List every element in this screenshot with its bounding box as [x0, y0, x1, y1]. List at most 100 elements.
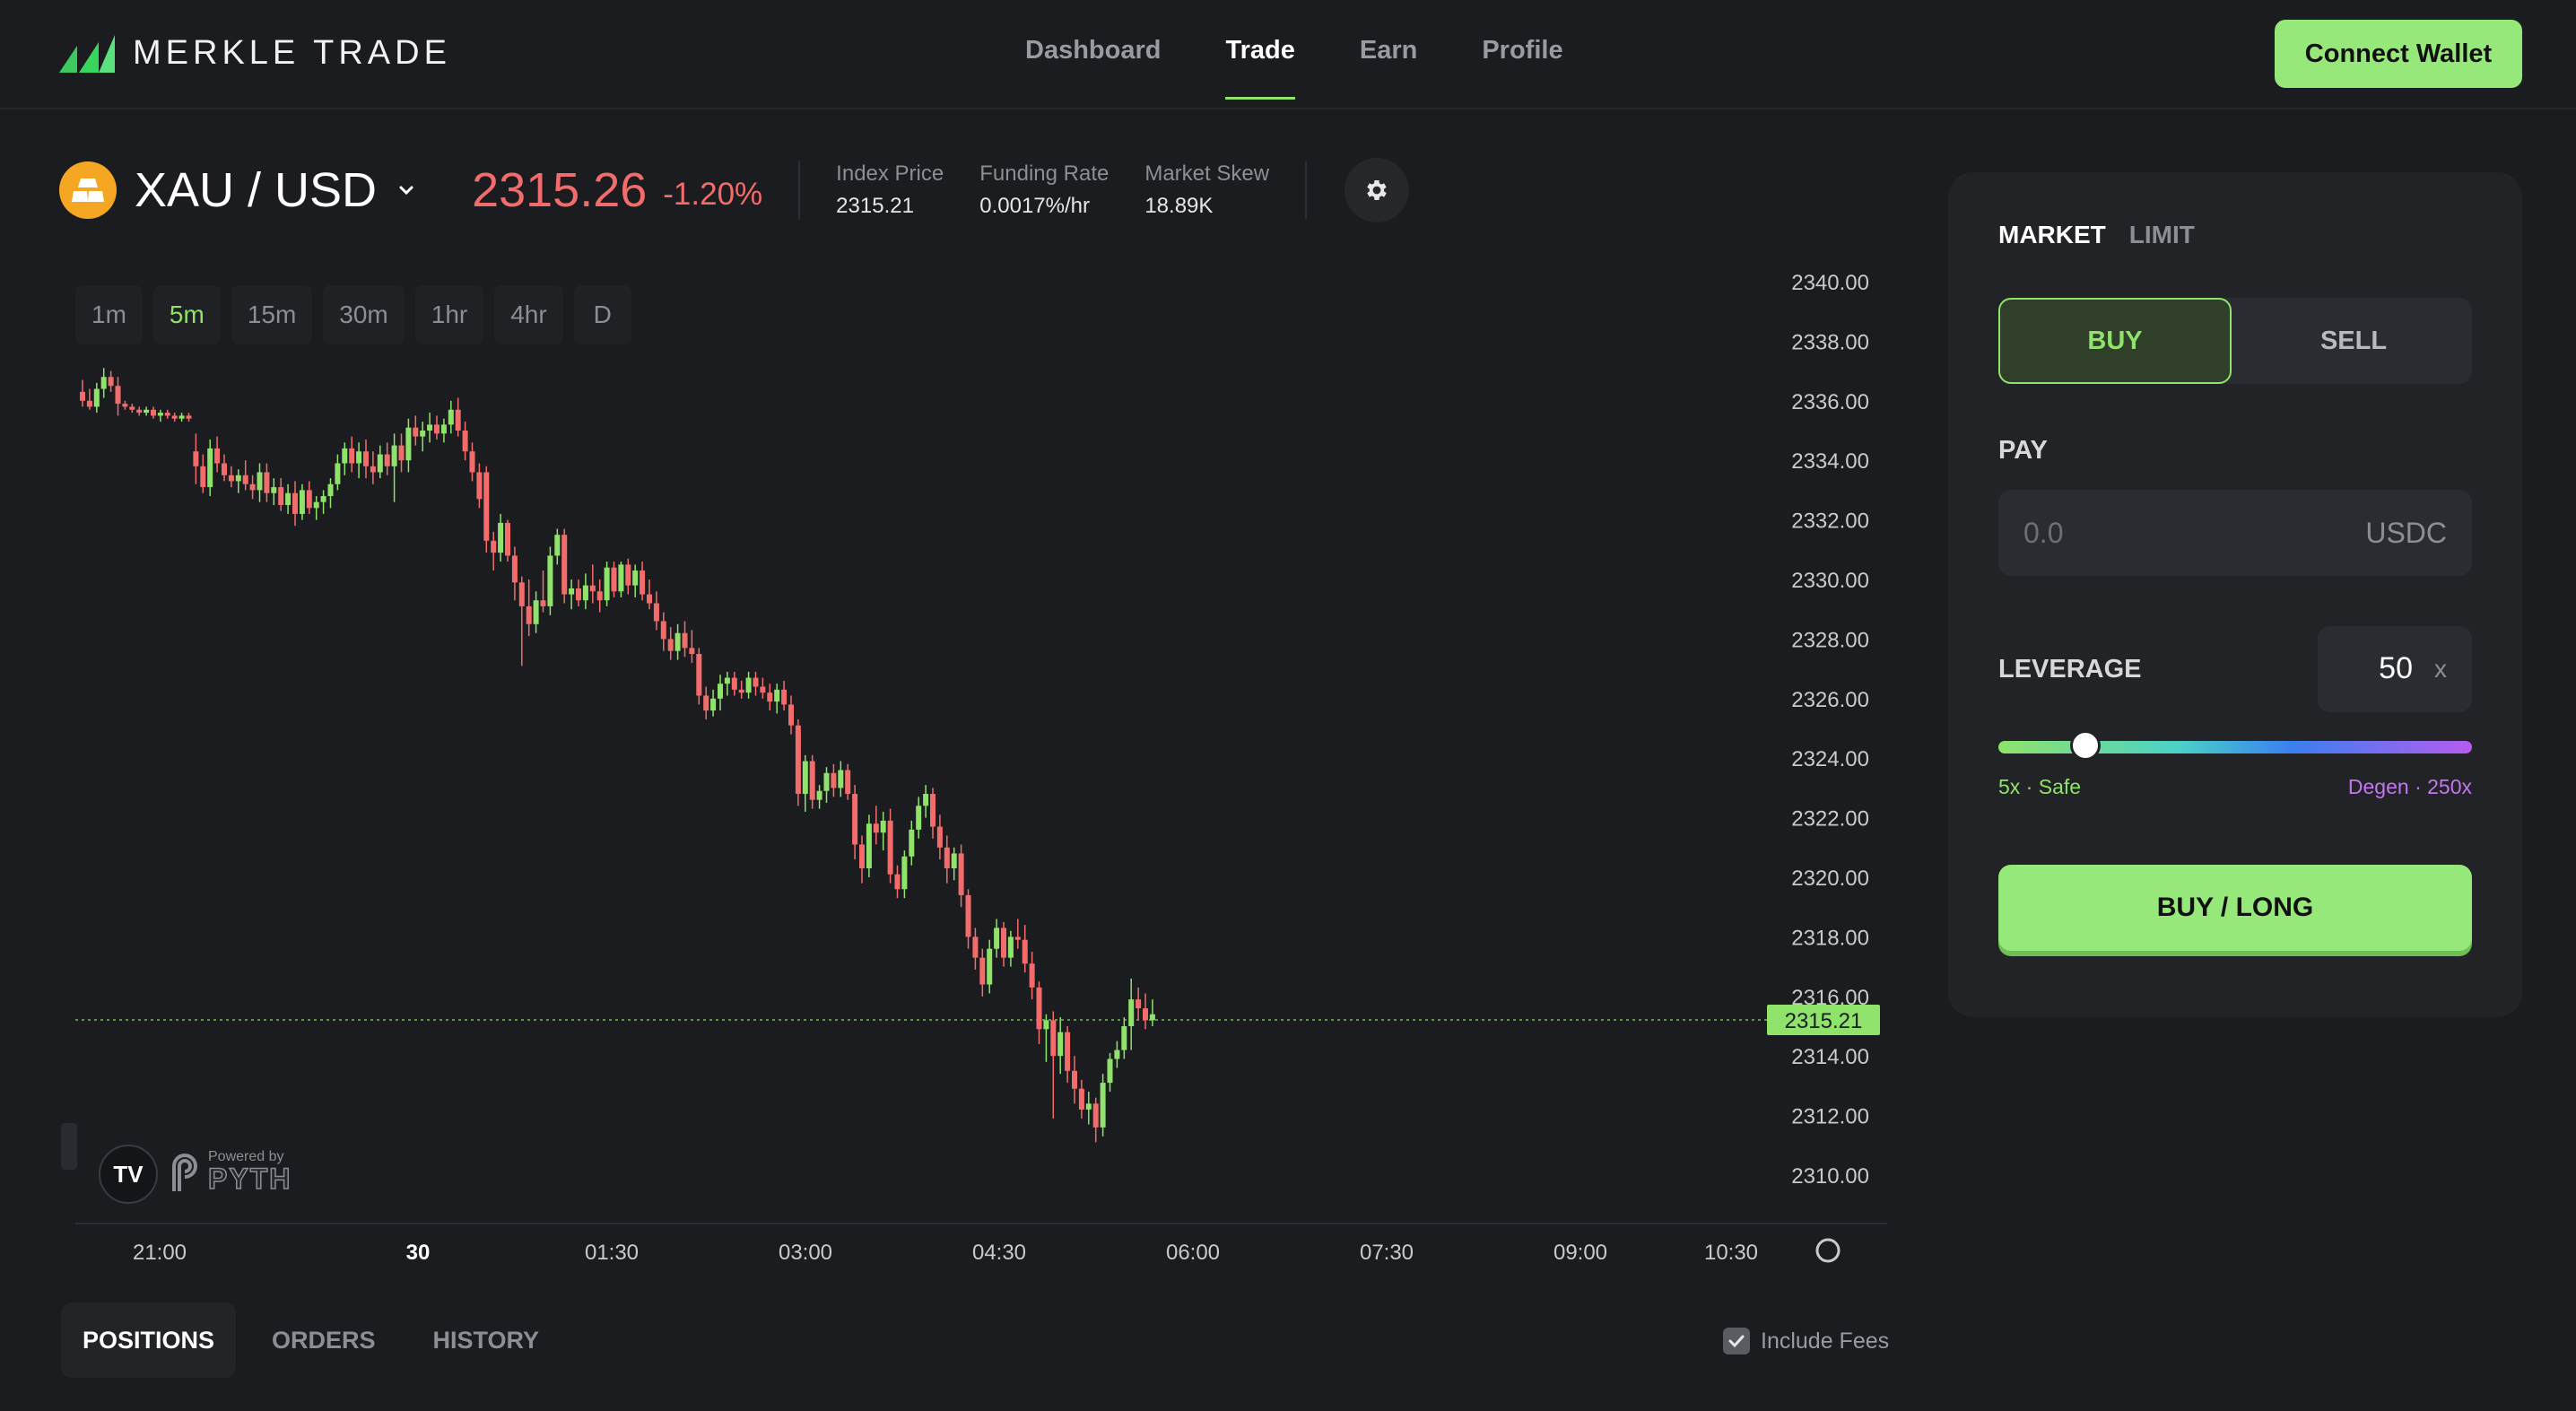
y-axis-tick-label: 2336.00	[1791, 390, 1869, 414]
top-header: MERKLE TRADE Dashboard Trade Earn Profil…	[0, 0, 2576, 109]
candle-body	[632, 570, 639, 586]
candle-body	[505, 522, 510, 556]
candle-body	[731, 677, 737, 690]
tradingview-logo-icon[interactable]: TV	[99, 1145, 158, 1204]
leverage-value: 50	[2379, 651, 2413, 685]
buy-long-button[interactable]: BUY / LONG	[1998, 865, 2472, 951]
candle-body	[1022, 939, 1028, 964]
candle-body	[951, 853, 957, 869]
timeframe-5m[interactable]: 5m	[152, 285, 221, 344]
market-pair-selector[interactable]: XAU / USD	[135, 163, 378, 217]
connect-wallet-button[interactable]: Connect Wallet	[2275, 20, 2522, 88]
settings-button[interactable]	[1345, 158, 1410, 222]
leverage-input[interactable]: 50 x	[2318, 626, 2472, 712]
nav-earn[interactable]: Earn	[1359, 36, 1418, 65]
candle-body	[831, 772, 837, 788]
candle-body	[554, 535, 561, 556]
tab-orders[interactable]: ORDERS	[272, 1326, 376, 1354]
candle-body	[498, 522, 504, 553]
candle-body	[1043, 1020, 1049, 1030]
candle-body	[299, 490, 305, 514]
sell-side-button[interactable]: SELL	[2319, 326, 2388, 355]
price-chart[interactable]: 2340.00 2338.00 2336.00 2334.00 2332.00 2330.…	[0, 0, 1919, 1292]
pyth-text: Powered by PYTH	[207, 1150, 292, 1194]
candle-body	[228, 475, 234, 482]
timeframe-1hr[interactable]: 1hr	[414, 285, 484, 344]
timeframe-selector: 1m 5m 15m 30m 1hr 4hr D	[75, 285, 642, 344]
market-ticker: XAU / USD 2315.26 -1.20% Index Price 231…	[59, 158, 1410, 222]
main-nav: Dashboard Trade Earn Profile	[1025, 36, 1628, 100]
candle-body	[894, 874, 901, 890]
leverage-slider-track[interactable]	[1998, 741, 2472, 753]
timeframe-30m[interactable]: 30m	[323, 285, 405, 344]
candle-body	[569, 588, 575, 595]
candle-body	[1007, 936, 1014, 958]
tab-history[interactable]: HISTORY	[432, 1326, 540, 1354]
include-fees-checkbox[interactable]	[1723, 1328, 1750, 1354]
candle-body	[462, 431, 468, 452]
candle-body	[434, 424, 439, 434]
pyth-attribution[interactable]: Powered by PYTH	[169, 1150, 292, 1194]
candle-body	[753, 677, 759, 687]
x-axis-tick-label: 21:00	[133, 1241, 187, 1265]
funding-rate-stat: Funding Rate 0.0017%/hr	[979, 161, 1109, 219]
candle-body	[823, 772, 830, 791]
x-axis-tick-label: 07:30	[1360, 1241, 1414, 1265]
candle-body	[1001, 928, 1006, 958]
candle-body	[469, 451, 475, 473]
buy-side-button[interactable]: BUY	[1998, 298, 2232, 384]
timeframe-d[interactable]: D	[573, 285, 631, 344]
pay-amount-input[interactable]	[1998, 490, 2357, 576]
candle-body	[518, 582, 525, 606]
current-price-label: 2315.21	[1785, 1009, 1863, 1033]
candle-body	[405, 427, 412, 461]
timeframe-15m[interactable]: 15m	[231, 285, 313, 344]
pay-label: PAY	[1998, 436, 2048, 465]
candle-body	[144, 409, 150, 414]
candle-body	[582, 585, 588, 601]
candle-body	[724, 677, 730, 684]
candle-body	[852, 794, 858, 845]
order-panel: MARKET LIMIT BUY SELL PAY USDC LEVERAGE …	[1948, 172, 2522, 1017]
tab-positions[interactable]: POSITIONS	[61, 1302, 237, 1378]
include-fees-label: Include Fees	[1761, 1328, 1890, 1354]
candle-body	[936, 826, 943, 848]
nav-profile[interactable]: Profile	[1482, 36, 1563, 65]
candle-body	[930, 794, 936, 827]
chart-settings-icon[interactable]	[1815, 1238, 1841, 1263]
tab-limit[interactable]: LIMIT	[2128, 221, 2195, 248]
candle-body	[327, 483, 334, 497]
candle-body	[440, 424, 447, 434]
candle-body	[278, 487, 284, 505]
tab-market[interactable]: MARKET	[1998, 221, 2106, 248]
candle-body	[235, 475, 241, 482]
pyth-logo-icon	[172, 1154, 197, 1191]
candle-body	[718, 684, 723, 699]
candle-body	[760, 686, 766, 693]
chevron-down-icon[interactable]	[396, 180, 416, 200]
brand-name: MERKLE TRADE	[133, 34, 451, 72]
candle-body	[944, 847, 950, 869]
current-price-marker	[1767, 1005, 1880, 1036]
leverage-slider-thumb[interactable]	[2069, 730, 2101, 761]
timeframe-1m[interactable]: 1m	[75, 285, 143, 344]
candle-body	[427, 424, 433, 431]
sidebar-toggle-handle[interactable]	[61, 1123, 77, 1170]
x-axis-tick-label: 06:00	[1166, 1241, 1220, 1265]
brand-logo[interactable]: MERKLE TRADE	[59, 34, 451, 73]
candle-body	[1128, 999, 1135, 1026]
candle-body	[264, 472, 270, 493]
y-axis-tick-label: 2332.00	[1791, 510, 1869, 534]
candle-body	[1050, 1020, 1057, 1057]
candle-body	[171, 415, 178, 419]
candle-body	[667, 639, 674, 651]
include-fees-toggle[interactable]: Include Fees	[1723, 1328, 1889, 1354]
leverage-unit: x	[2434, 655, 2447, 683]
timeframe-4hr[interactable]: 4hr	[494, 285, 563, 344]
y-axis-tick-label: 2324.00	[1791, 747, 1869, 771]
candle-body	[320, 496, 326, 502]
nav-trade[interactable]: Trade	[1225, 36, 1296, 100]
nav-dashboard[interactable]: Dashboard	[1025, 36, 1162, 65]
pay-field[interactable]: USDC	[1998, 490, 2472, 576]
